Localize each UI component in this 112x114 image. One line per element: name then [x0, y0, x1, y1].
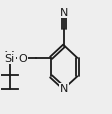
Text: N: N — [60, 8, 68, 17]
Text: O: O — [18, 53, 27, 63]
Text: N: N — [60, 84, 68, 94]
Text: Si: Si — [4, 53, 15, 63]
